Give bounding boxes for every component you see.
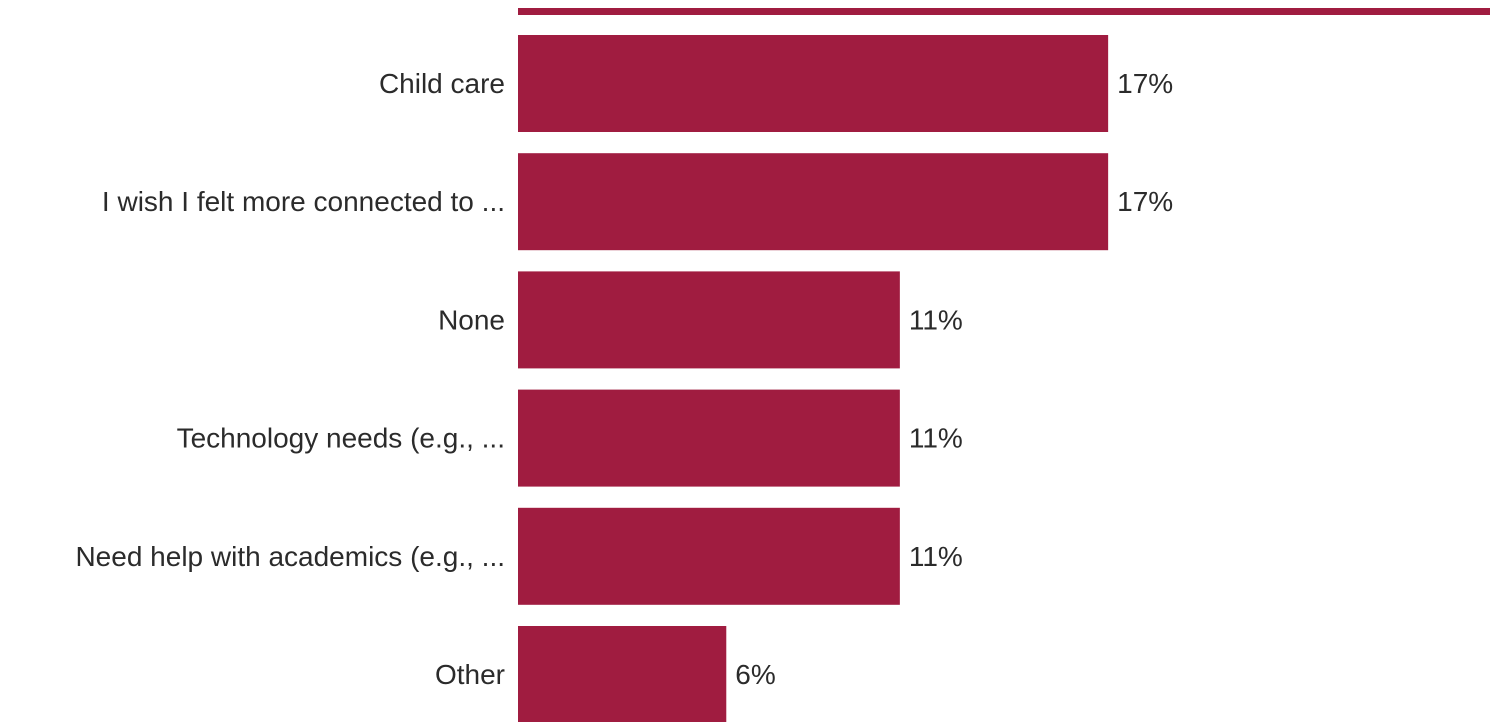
- value-label: 11%: [909, 541, 963, 572]
- bar: [518, 271, 900, 369]
- bar: [518, 389, 900, 487]
- bar: [518, 626, 727, 723]
- value-labels-group: 17% 17% 11% 11% 11% 6%: [735, 68, 1173, 690]
- category-label: Technology needs (e.g., ...: [177, 423, 505, 454]
- top-clipped-bar: [518, 8, 1490, 15]
- category-label: I wish I felt more connected to ...: [102, 186, 505, 217]
- bar: [518, 507, 900, 605]
- category-label: None: [438, 304, 505, 335]
- bars-group: [518, 8, 1490, 723]
- category-labels-group: Child care I wish I felt more connected t…: [75, 68, 505, 690]
- value-label: 11%: [909, 423, 963, 454]
- value-label: 11%: [909, 304, 963, 335]
- bar: [518, 35, 1109, 132]
- bar: [518, 153, 1109, 251]
- value-label: 17%: [1117, 186, 1173, 217]
- value-label: 6%: [735, 659, 775, 690]
- value-label: 17%: [1117, 68, 1173, 99]
- category-label: Child care: [379, 68, 505, 99]
- category-label: Other: [435, 659, 505, 690]
- category-label: Need help with academics (e.g., ...: [75, 541, 505, 572]
